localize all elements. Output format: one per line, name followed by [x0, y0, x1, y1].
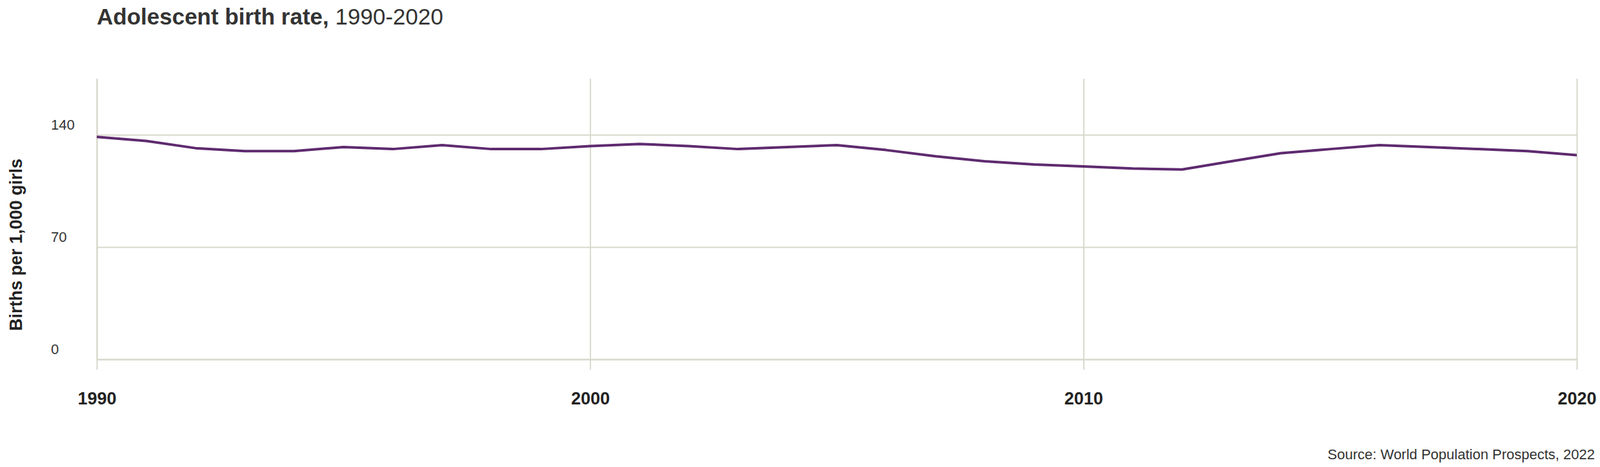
x-tick: 2000: [570, 78, 610, 409]
x-grid-line: [1083, 78, 1085, 370]
x-grid-line: [589, 78, 591, 370]
y-tick-label: 140: [50, 116, 75, 133]
y-tick-label: 0: [50, 341, 59, 358]
x-axis-line: [97, 359, 1578, 361]
x-tick-label: 1990: [77, 389, 117, 409]
plot: 0 70 140 1990 2000 2010 2020: [50, 78, 1597, 409]
y-tick: 0: [50, 341, 1577, 360]
title: Adolescent birth rate, 1990-2020: [96, 3, 444, 30]
x-tick: 2010: [1064, 78, 1104, 409]
y-tick-label: 70: [50, 229, 67, 246]
x-grid-line: [96, 78, 99, 370]
x-tick-label: 2000: [570, 389, 610, 409]
title-main: Adolescent birth rate,: [96, 3, 330, 30]
y-tick: 140: [50, 116, 1577, 136]
source: Source: World Population Prospects, 2022: [1327, 446, 1595, 463]
y-tick: 70: [50, 229, 1577, 248]
subtitle: 1990-2020: [329, 3, 444, 30]
x-tick-label: 2010: [1064, 389, 1104, 409]
x-tick: 1990: [77, 78, 117, 409]
series-group: [96, 136, 1577, 170]
y-axis-title: Births per 1,000 girls: [6, 158, 26, 331]
y-axis: 0 70 140: [50, 79, 1577, 360]
x-grid-line: [1576, 78, 1579, 370]
series-line: [96, 136, 1577, 170]
y-grid-line: [96, 247, 1577, 249]
x-axis: 1990 2000 2010 2020: [77, 78, 1597, 409]
chart: Adolescent birth rate, 1990-202007014019…: [0, 0, 1600, 467]
x-tick: 2020: [1557, 78, 1597, 409]
x-tick-label: 2020: [1557, 389, 1597, 409]
y-grid-line: [96, 134, 1577, 137]
y-grid-line: [96, 359, 1577, 361]
